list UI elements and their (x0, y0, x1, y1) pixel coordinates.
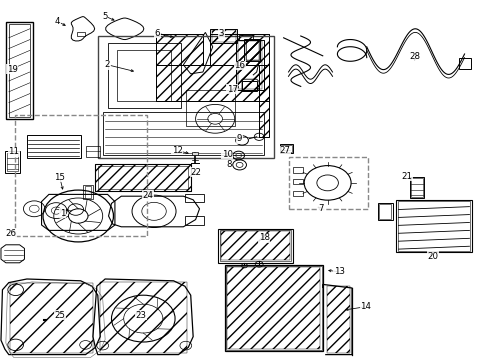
Bar (156, 34, 203, 65)
Bar (245, 40, 258, 60)
Bar (227, 267, 320, 349)
Bar (259, 65, 268, 137)
Bar (458, 58, 470, 69)
Bar (395, 200, 471, 252)
Bar (185, 90, 234, 126)
Bar (210, 34, 268, 65)
Bar (15, 115, 146, 236)
Bar (156, 34, 203, 65)
Text: 15: 15 (54, 173, 65, 181)
Bar (184, 194, 204, 202)
Text: 8: 8 (225, 161, 231, 169)
Bar (85, 146, 100, 157)
Bar (224, 265, 322, 351)
Bar (210, 29, 237, 43)
Text: 20: 20 (427, 252, 437, 261)
Bar (211, 30, 235, 42)
Bar (242, 81, 256, 91)
Bar (377, 203, 392, 220)
Text: 9: 9 (237, 134, 242, 143)
Bar (238, 35, 253, 40)
Bar (84, 186, 91, 198)
Bar (107, 43, 181, 108)
Text: 21: 21 (401, 172, 411, 181)
Bar (117, 50, 171, 101)
Bar (293, 167, 303, 173)
Bar (210, 34, 268, 65)
Bar (379, 204, 390, 219)
Bar (98, 166, 188, 189)
Bar (293, 179, 303, 184)
Bar (95, 164, 190, 191)
Bar (326, 286, 349, 353)
Bar (27, 135, 81, 158)
Bar (102, 112, 264, 155)
Bar (409, 177, 424, 198)
Bar (10, 283, 93, 353)
Bar (244, 39, 260, 61)
Text: 11: 11 (8, 148, 19, 156)
Bar (156, 65, 268, 101)
Text: 10: 10 (222, 150, 232, 158)
Text: 6: 6 (154, 29, 160, 37)
Bar (217, 229, 293, 263)
Text: 17: 17 (226, 85, 237, 94)
Text: 28: 28 (408, 52, 419, 61)
Bar (279, 144, 293, 153)
Bar (77, 32, 85, 36)
Bar (289, 157, 367, 209)
Bar (245, 40, 258, 60)
Bar (5, 151, 20, 173)
Text: 3: 3 (218, 29, 224, 37)
Bar (184, 216, 204, 225)
Bar (221, 231, 289, 260)
Bar (7, 153, 18, 171)
Text: 1: 1 (60, 209, 65, 217)
Text: 18: 18 (258, 233, 269, 242)
Bar (259, 65, 268, 137)
Text: 4: 4 (55, 17, 61, 26)
Text: 19: 19 (7, 65, 18, 74)
Bar (225, 266, 321, 350)
Bar (410, 178, 422, 197)
Bar (98, 36, 273, 158)
Bar (83, 185, 93, 199)
Text: 13: 13 (333, 267, 344, 276)
Bar (397, 201, 469, 251)
Bar (156, 65, 268, 101)
Text: 5: 5 (102, 12, 108, 21)
Bar (220, 230, 290, 261)
Bar (293, 191, 303, 196)
Text: 2: 2 (104, 60, 110, 69)
Text: 24: 24 (142, 191, 153, 199)
Text: 7: 7 (317, 204, 323, 213)
Bar (191, 152, 197, 155)
Bar (237, 41, 262, 89)
Text: 14: 14 (360, 302, 370, 311)
Bar (281, 145, 291, 152)
Bar (100, 282, 187, 353)
Bar (6, 22, 33, 119)
Bar (9, 24, 30, 117)
Text: 25: 25 (54, 310, 65, 320)
Bar (235, 40, 264, 90)
Text: 26: 26 (5, 229, 16, 238)
Text: 27: 27 (279, 146, 289, 155)
Bar (95, 164, 190, 191)
Text: 22: 22 (190, 167, 201, 176)
Text: 12: 12 (171, 146, 182, 155)
Text: 16: 16 (234, 61, 244, 70)
Text: 23: 23 (135, 310, 146, 320)
